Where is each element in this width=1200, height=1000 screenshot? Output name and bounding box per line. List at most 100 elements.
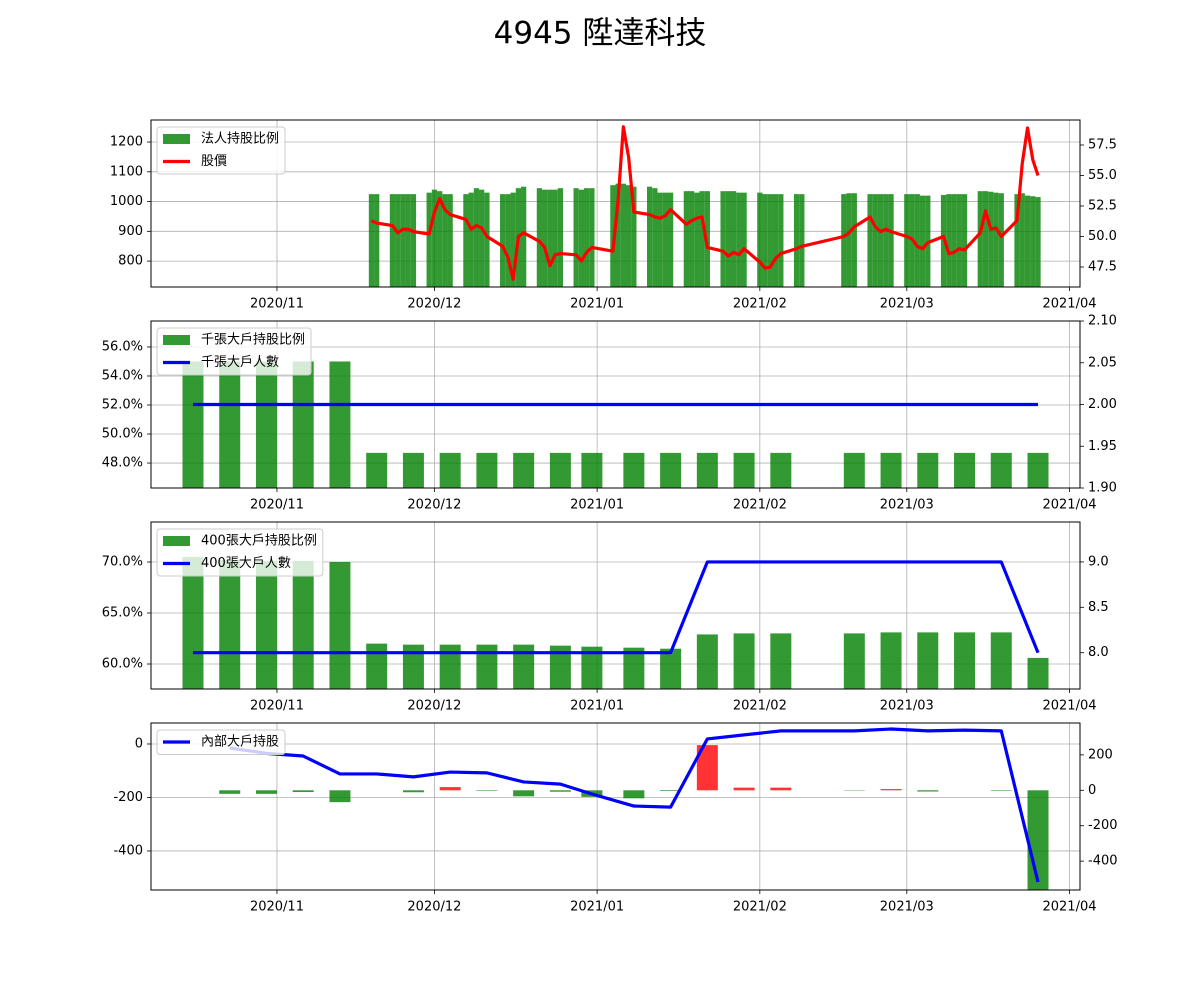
bar xyxy=(982,191,989,287)
x-tick-label: 2021/03 xyxy=(880,498,934,513)
bar xyxy=(990,790,1012,791)
bar xyxy=(778,194,784,287)
bar xyxy=(500,194,506,287)
x-tick-label: 2021/02 xyxy=(733,900,787,915)
bar xyxy=(872,194,878,287)
bar xyxy=(557,188,564,287)
y2-tick-label: 50.0 xyxy=(1088,229,1117,244)
bar xyxy=(623,647,645,689)
panel: 2020/11 2020/12 2021/01 2021/02 2021/03 2021/… xyxy=(110,119,1117,312)
bar xyxy=(696,634,718,689)
bar xyxy=(426,192,432,287)
bar xyxy=(730,191,737,287)
bar xyxy=(662,192,668,287)
bar xyxy=(182,361,204,488)
bar xyxy=(395,194,401,287)
bar xyxy=(1014,194,1020,287)
plot-area xyxy=(182,556,1049,689)
bar xyxy=(505,194,511,287)
bar xyxy=(513,790,535,797)
bar xyxy=(696,745,718,791)
bar xyxy=(405,194,411,287)
bar xyxy=(255,361,277,488)
bar xyxy=(770,633,792,689)
bar xyxy=(946,194,952,287)
bar xyxy=(521,186,527,287)
bar xyxy=(951,194,957,287)
bar xyxy=(733,452,755,488)
legend-label: 內部大戶持股 xyxy=(201,735,279,750)
bar xyxy=(720,191,726,287)
bar xyxy=(1019,193,1025,287)
bar xyxy=(292,361,314,488)
y-tick-label: 1100 xyxy=(110,164,143,179)
y-tick-label: 50.0% xyxy=(102,427,143,442)
y2-tick-label: 8.0 xyxy=(1088,645,1109,660)
x-tick-label: 2021/03 xyxy=(880,297,934,312)
bar xyxy=(767,194,773,287)
bar xyxy=(549,790,571,792)
bar xyxy=(219,361,241,488)
y2-tick-label: 1.95 xyxy=(1088,439,1117,454)
legend-swatch xyxy=(163,536,190,546)
bar xyxy=(623,452,645,488)
bar xyxy=(182,556,204,689)
y2-tick-label: 9.0 xyxy=(1088,554,1109,569)
bar xyxy=(770,787,792,791)
bar xyxy=(1024,195,1031,287)
bar xyxy=(867,194,873,287)
legend: 400張大戶持股比例 400張大戶人數 xyxy=(156,528,324,577)
bar xyxy=(292,560,314,689)
bar xyxy=(888,194,894,287)
bar xyxy=(683,191,689,287)
bar xyxy=(439,644,461,689)
line xyxy=(229,727,1040,883)
bar xyxy=(513,452,535,488)
bar xyxy=(917,790,939,792)
bar xyxy=(990,632,1012,689)
bar xyxy=(547,189,553,287)
y-tick-label: 70.0% xyxy=(102,554,143,569)
bar xyxy=(667,192,674,287)
bar xyxy=(762,194,768,287)
legend-label: 400張大戶持股比例 xyxy=(201,534,317,549)
x-tick-label: 2020/12 xyxy=(407,297,461,312)
bar xyxy=(578,189,585,287)
y-tick-label: -200 xyxy=(113,790,143,805)
bar xyxy=(473,188,480,287)
bar xyxy=(954,632,976,689)
bar xyxy=(851,193,857,287)
bar xyxy=(772,194,779,287)
bar xyxy=(552,189,558,287)
y-tick-label: 65.0% xyxy=(102,605,143,620)
plot-area xyxy=(219,727,1049,890)
bar xyxy=(646,186,653,287)
bar xyxy=(439,787,461,791)
y2-tick-label: 1.90 xyxy=(1088,481,1117,496)
bar xyxy=(374,194,380,287)
bar xyxy=(956,194,962,287)
x-tick-label: 2020/12 xyxy=(407,900,461,915)
bar xyxy=(904,194,910,287)
x-tick-label: 2021/01 xyxy=(570,297,624,312)
bar xyxy=(696,452,718,488)
bar xyxy=(476,452,498,488)
axes-frame xyxy=(150,722,1081,891)
x-tick-label: 2021/04 xyxy=(1042,297,1096,312)
x-tick-label: 2021/01 xyxy=(570,699,624,714)
y-tick-label: 800 xyxy=(118,254,143,269)
bar xyxy=(841,194,847,287)
plot-area xyxy=(368,125,1041,287)
bar xyxy=(917,632,939,689)
bar xyxy=(793,194,800,287)
bar xyxy=(660,648,682,689)
bar xyxy=(846,193,852,287)
bar xyxy=(292,790,314,793)
chart-title: 4945 陞達科技 xyxy=(494,16,707,52)
bar xyxy=(219,559,241,689)
bar xyxy=(402,452,424,488)
bar xyxy=(699,191,705,287)
y-tick-label: 52.0% xyxy=(102,398,143,413)
bar xyxy=(329,790,351,803)
